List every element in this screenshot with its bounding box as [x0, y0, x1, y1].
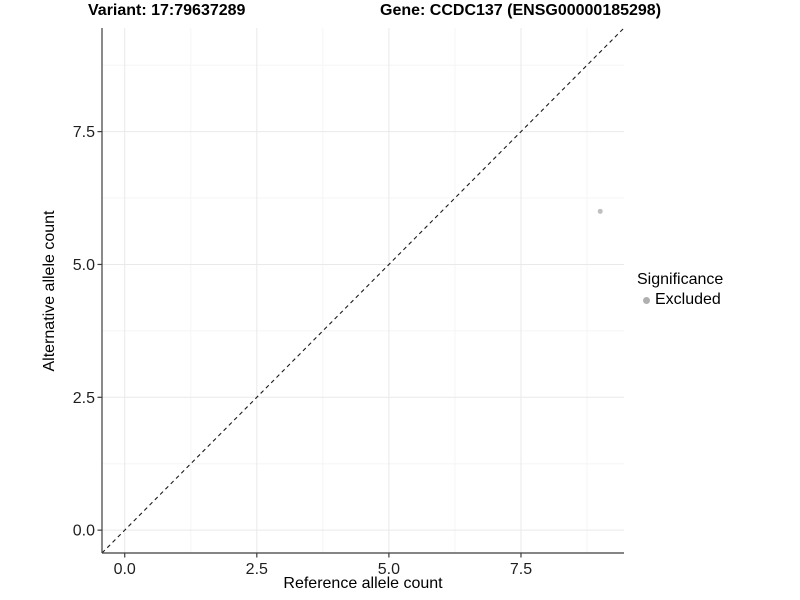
x-tick-label: 2.5 — [246, 561, 268, 578]
x-tick-label: 0.0 — [114, 561, 136, 578]
y-tick-label: 2.5 — [73, 390, 95, 407]
legend: Significance Excluded — [637, 270, 723, 310]
variant-title: Variant: 17:79637289 — [88, 2, 246, 19]
x-tick-label: 5.0 — [378, 561, 400, 578]
y-tick-label: 5.0 — [73, 257, 95, 274]
legend-item-label: Excluded — [655, 291, 721, 308]
identity-line — [101, 27, 625, 554]
legend-item-excluded: Excluded — [637, 290, 723, 310]
legend-title: Significance — [637, 271, 724, 288]
data-point — [597, 208, 603, 214]
gene-title: Gene: CCDC137 (ENSG00000185298) — [380, 2, 662, 19]
x-tick-label: 7.5 — [510, 561, 532, 578]
y-tick-label: 7.5 — [73, 124, 95, 141]
legend-key — [637, 291, 655, 309]
y-tick-label: 0.0 — [73, 523, 95, 540]
x-axis-title: Reference allele count — [283, 575, 443, 592]
excluded-point-icon — [642, 296, 650, 304]
y-axis-title: Alternative allele count — [41, 210, 58, 372]
